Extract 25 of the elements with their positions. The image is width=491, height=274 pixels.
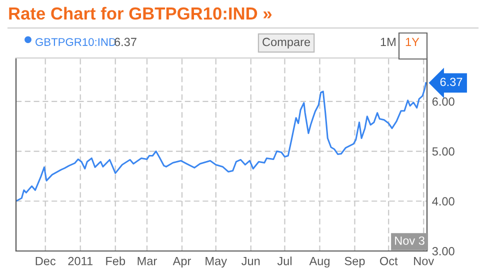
y-tick-label: 6.00 [432,97,454,106]
x-tick-label: 2011 [68,256,92,266]
y-tick-label: 5.00 [432,147,454,156]
y-tick-label: 4.00 [432,197,454,206]
x-tick-label: Jun [242,256,260,266]
x-tick-label: May [206,256,227,268]
y-tick-label: 3.00 [432,247,454,256]
line-series [16,82,427,202]
chart-title: Rate Chart for GBTPGR10:IND » [9,6,272,20]
x-tick-label: Mar [138,256,157,266]
text: Compare [262,38,310,48]
x-tick-label: Dec [36,256,56,266]
x-tick-label: Sep [344,256,365,268]
x-tick-label: Apr [172,256,191,268]
x-tick-label: Oct [380,256,398,266]
x-tick-label: Jul [277,256,292,266]
annotation: Nov 3 [395,236,424,245]
text: 1Y [406,38,420,46]
annotation: 6.37 [440,78,462,86]
x-tick-label: Aug [309,256,330,268]
text: 1M [380,38,396,46]
text: 6.37 [114,38,136,46]
x-tick-label: Feb [106,256,126,266]
x-tick-label: Nov [414,256,434,266]
legend-label: GBTPGR10:IND [36,38,116,46]
